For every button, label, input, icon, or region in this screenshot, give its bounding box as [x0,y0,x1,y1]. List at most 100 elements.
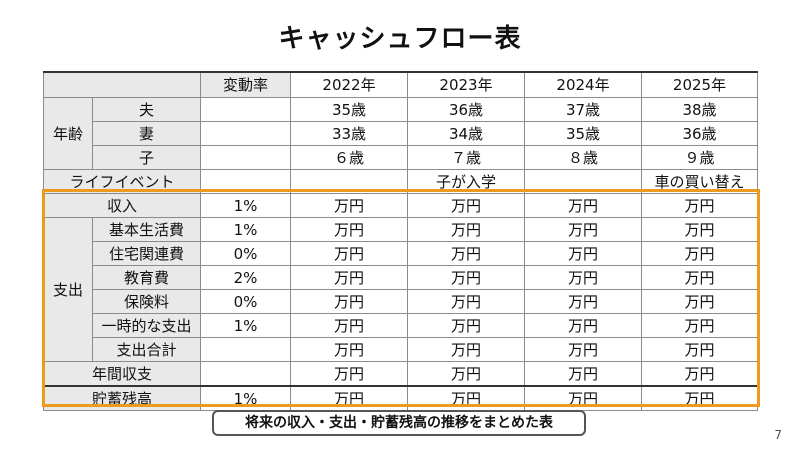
unit-cell: 万円 [290,385,408,411]
annual-balance-row: 年間収支 万円 万円 万円 万円 [43,361,758,387]
year-header: 2022年 [290,71,408,98]
rate-cell [200,337,291,362]
life-event-value: 子が入学 [407,169,525,194]
expense-item-label: 基本生活費 [92,217,201,242]
unit-cell: 万円 [290,289,408,314]
age-value: 36歳 [407,97,525,122]
annual-balance-label: 年間収支 [43,361,201,387]
unit-cell: 万円 [524,385,642,411]
unit-cell: 万円 [524,265,642,290]
rate-cell [200,169,291,194]
age-value: ６歳 [290,145,408,170]
expense-item-label: 保険料 [92,289,201,314]
unit-cell: 万円 [641,337,758,362]
life-event-value [524,169,642,194]
age-value: 35歳 [524,121,642,146]
age-who: 妻 [92,121,201,146]
expense-row: 保険料 0% 万円 万円 万円 万円 [44,289,758,314]
age-label: 年齢 [43,97,93,170]
expense-label: 支出 [43,217,93,362]
unit-cell: 万円 [290,217,408,242]
expense-row: 支出 基本生活費 1% 万円 万円 万円 万円 [43,217,758,362]
unit-cell: 万円 [290,361,408,387]
expense-item-label: 住宅関連費 [92,241,201,266]
unit-cell: 万円 [407,241,525,266]
unit-cell: 万円 [524,241,642,266]
life-event-value [290,169,408,194]
rate-cell [200,361,291,387]
year-header: 2024年 [524,71,642,98]
age-value: 38歳 [641,97,758,122]
rate-header: 変動率 [200,71,291,98]
rate-cell: 0% [200,241,291,266]
savings-row: 貯蓄残高 1% 万円 万円 万円 万円 [43,385,758,411]
age-value: 37歳 [524,97,642,122]
age-value: 34歳 [407,121,525,146]
rate-cell: 1% [200,217,291,242]
unit-cell: 万円 [407,289,525,314]
rate-cell: 1% [200,193,291,218]
age-who: 子 [92,145,201,170]
age-value: 35歳 [290,97,408,122]
rate-cell [200,121,291,146]
expense-item-label: 一時的な支出 [92,313,201,338]
age-row-husband: 年齢 夫 35歳 36歳 37歳 38歳 [43,97,758,170]
header-corner [43,71,201,98]
age-value: ７歳 [407,145,525,170]
unit-cell: 万円 [407,265,525,290]
unit-cell: 万円 [407,337,525,362]
unit-cell: 万円 [641,289,758,314]
unit-cell: 万円 [641,361,758,387]
unit-cell: 万円 [290,313,408,338]
rate-cell [200,97,291,122]
unit-cell: 万円 [524,289,642,314]
cash-flow-table: 変動率 2022年 2023年 2024年 2025年 年齢 夫 35歳 36歳… [43,71,758,411]
age-value: ９歳 [641,145,758,170]
unit-cell: 万円 [407,193,525,218]
unit-cell: 万円 [641,241,758,266]
age-row-wife: 妻 33歳 34歳 35歳 36歳 [44,121,758,146]
rate-cell [200,145,291,170]
expense-row: 教育費 2% 万円 万円 万円 万円 [44,265,758,290]
unit-cell: 万円 [290,241,408,266]
expense-row: 住宅関連費 0% 万円 万円 万円 万円 [44,241,758,266]
rate-cell: 2% [200,265,291,290]
income-label: 収入 [43,193,201,218]
unit-cell: 万円 [641,313,758,338]
unit-cell: 万円 [524,193,642,218]
unit-cell: 万円 [407,385,525,411]
life-event-row: ライフイベント 子が入学 車の買い替え [43,169,758,194]
unit-cell: 万円 [524,217,642,242]
header-row: 変動率 2022年 2023年 2024年 2025年 [43,71,758,98]
unit-cell: 万円 [524,361,642,387]
life-event-value: 車の買い替え [641,169,758,194]
age-value: 36歳 [641,121,758,146]
year-header: 2025年 [641,71,758,98]
age-who: 夫 [92,97,201,122]
rate-cell: 0% [200,289,291,314]
unit-cell: 万円 [524,313,642,338]
unit-cell: 万円 [407,217,525,242]
unit-cell: 万円 [407,313,525,338]
unit-cell: 万円 [641,217,758,242]
unit-cell: 万円 [290,337,408,362]
expense-total-row: 支出合計 万円 万円 万円 万円 [44,337,758,362]
savings-label: 貯蓄残高 [43,385,201,411]
income-row: 収入 1% 万円 万円 万円 万円 [43,193,758,218]
age-value: 33歳 [290,121,408,146]
unit-cell: 万円 [290,265,408,290]
unit-cell: 万円 [641,193,758,218]
table-caption: 将来の収入・支出・貯蓄残高の推移をまとめた表 [212,410,586,436]
expense-item-label: 支出合計 [92,337,201,362]
year-header: 2023年 [407,71,525,98]
expense-item-label: 教育費 [92,265,201,290]
page-title: キャッシュフロー表 [278,24,522,54]
life-event-label: ライフイベント [43,169,201,194]
unit-cell: 万円 [641,265,758,290]
unit-cell: 万円 [524,337,642,362]
unit-cell: 万円 [641,385,758,411]
rate-cell: 1% [200,313,291,338]
unit-cell: 万円 [407,361,525,387]
rate-cell: 1% [200,385,291,411]
age-row-child: 子 ６歳 ７歳 ８歳 ９歳 [44,145,758,170]
